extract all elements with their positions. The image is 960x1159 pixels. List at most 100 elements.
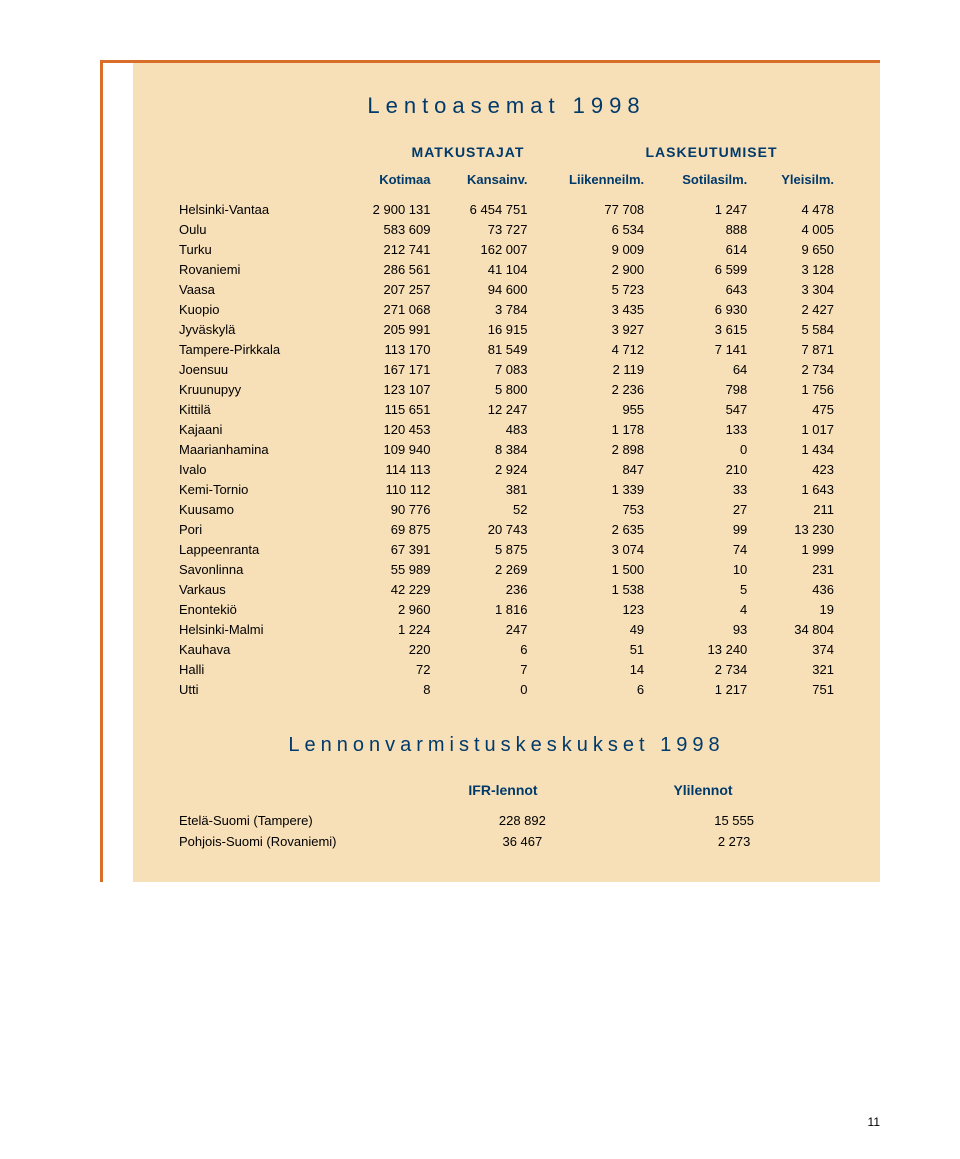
- cell-value: 5 875: [437, 539, 534, 559]
- cell-value: 2 635: [534, 519, 651, 539]
- table-row: Helsinki-Vantaa2 900 1316 454 75177 7081…: [173, 199, 840, 219]
- cell-value: 5 723: [534, 279, 651, 299]
- page-number: 11: [868, 1115, 880, 1129]
- cell-value: 210: [650, 459, 753, 479]
- cell-value: 167 171: [343, 359, 437, 379]
- cell-value: 1 434: [753, 439, 840, 459]
- cell-value: 1 500: [534, 559, 651, 579]
- cell-value: 6: [437, 639, 534, 659]
- cell-value: 547: [650, 399, 753, 419]
- cell-value: 1 999: [753, 539, 840, 559]
- cell-value: 1 217: [650, 679, 753, 699]
- col2-yli: Ylilennot: [603, 782, 803, 798]
- row-name: Kittilä: [173, 399, 343, 419]
- cell-value: 475: [753, 399, 840, 419]
- cell-value: 1 017: [753, 419, 840, 439]
- cell-value: 81 549: [437, 339, 534, 359]
- cell-value: 3 435: [534, 299, 651, 319]
- row-name: Helsinki-Vantaa: [173, 199, 343, 219]
- table-row: Rovaniemi286 56141 1042 9006 5993 128: [173, 259, 840, 279]
- table-row: Utti8061 217751: [173, 679, 840, 699]
- row-name: Maarianhamina: [173, 439, 343, 459]
- cell-value: 110 112: [343, 479, 437, 499]
- row-name: Varkaus: [173, 579, 343, 599]
- column-header-row: Kotimaa Kansainv. Liikenneilm. Sotilasil…: [173, 168, 840, 199]
- cell-value: 231: [753, 559, 840, 579]
- cell-value: 42 229: [343, 579, 437, 599]
- cell-value: 955: [534, 399, 651, 419]
- row-name: Joensuu: [173, 359, 343, 379]
- row-name: Halli: [173, 659, 343, 679]
- cell-value: 5: [650, 579, 753, 599]
- table-row: Savonlinna55 9892 2691 50010231: [173, 559, 840, 579]
- table2-title: Lennonvarmistuskeskukset 1998: [173, 734, 840, 757]
- table-row: Etelä-Suomi (Tampere)228 89215 555: [173, 810, 840, 831]
- cell-value: 20 743: [437, 519, 534, 539]
- cell-value: 9 650: [753, 239, 840, 259]
- table-row: Enontekiö2 9601 816123419: [173, 599, 840, 619]
- cell-value: 4 478: [753, 199, 840, 219]
- cell-value: 19: [753, 599, 840, 619]
- cell-value: 5 584: [753, 319, 840, 339]
- row-name: Jyväskylä: [173, 319, 343, 339]
- group-header-landings: LASKEUTUMISET: [583, 144, 840, 160]
- cell-value: 888: [650, 219, 753, 239]
- cell-value: 2 734: [650, 659, 753, 679]
- cell-value: 7 083: [437, 359, 534, 379]
- cell-value: 4 712: [534, 339, 651, 359]
- cell-value: 120 453: [343, 419, 437, 439]
- cell-value: 34 804: [753, 619, 840, 639]
- cell-value: 2 734: [753, 359, 840, 379]
- cell-value: 9 009: [534, 239, 651, 259]
- row-name: Kemi-Tornio: [173, 479, 343, 499]
- table-row: Halli727142 734321: [173, 659, 840, 679]
- cell-value: 643: [650, 279, 753, 299]
- table-row: Tampere-Pirkkala113 17081 5494 7127 1417…: [173, 339, 840, 359]
- table-row: Ivalo114 1132 924847210423: [173, 459, 840, 479]
- row-name: Kuusamo: [173, 499, 343, 519]
- table-row: Turku212 741162 0079 0096149 650: [173, 239, 840, 259]
- cell-value: 2 236: [534, 379, 651, 399]
- col-kotimaa: Kotimaa: [343, 168, 437, 199]
- cell-value: 381: [437, 479, 534, 499]
- cell-value: 6 930: [650, 299, 753, 319]
- cell-value: 109 940: [343, 439, 437, 459]
- cell-value: 8: [343, 679, 437, 699]
- cell-value: 90 776: [343, 499, 437, 519]
- row-name: Pohjois-Suomi (Rovaniemi): [173, 831, 417, 852]
- table-row: Pori69 87520 7432 6359913 230: [173, 519, 840, 539]
- cell-value: 583 609: [343, 219, 437, 239]
- col-kansainv: Kansainv.: [437, 168, 534, 199]
- cell-value: 0: [650, 439, 753, 459]
- cell-value: 41 104: [437, 259, 534, 279]
- cell-value: 113 170: [343, 339, 437, 359]
- table1-title: Lentoasemat 1998: [173, 93, 840, 119]
- cell-value: 247: [437, 619, 534, 639]
- table-row: Kauhava22065113 240374: [173, 639, 840, 659]
- table-row: Vaasa207 25794 6005 7236433 304: [173, 279, 840, 299]
- cell-value: 211: [753, 499, 840, 519]
- cell-value: 1 224: [343, 619, 437, 639]
- cell-value: 6: [534, 679, 651, 699]
- cell-value: 2 960: [343, 599, 437, 619]
- cell-value: 2 273: [628, 831, 840, 852]
- cell-value: 12 247: [437, 399, 534, 419]
- cell-value: 3 074: [534, 539, 651, 559]
- cell-value: 123: [534, 599, 651, 619]
- cell-value: 3 304: [753, 279, 840, 299]
- row-name: Vaasa: [173, 279, 343, 299]
- row-name: Oulu: [173, 219, 343, 239]
- cell-value: 423: [753, 459, 840, 479]
- row-name: Kauhava: [173, 639, 343, 659]
- cell-value: 6 534: [534, 219, 651, 239]
- cell-value: 2 900: [534, 259, 651, 279]
- row-name: Lappeenranta: [173, 539, 343, 559]
- cell-value: 207 257: [343, 279, 437, 299]
- cell-value: 77 708: [534, 199, 651, 219]
- cell-value: 6 454 751: [437, 199, 534, 219]
- cell-value: 798: [650, 379, 753, 399]
- table-row: Lappeenranta67 3915 8753 074741 999: [173, 539, 840, 559]
- cell-value: 483: [437, 419, 534, 439]
- cell-value: 72: [343, 659, 437, 679]
- cell-value: 228 892: [417, 810, 629, 831]
